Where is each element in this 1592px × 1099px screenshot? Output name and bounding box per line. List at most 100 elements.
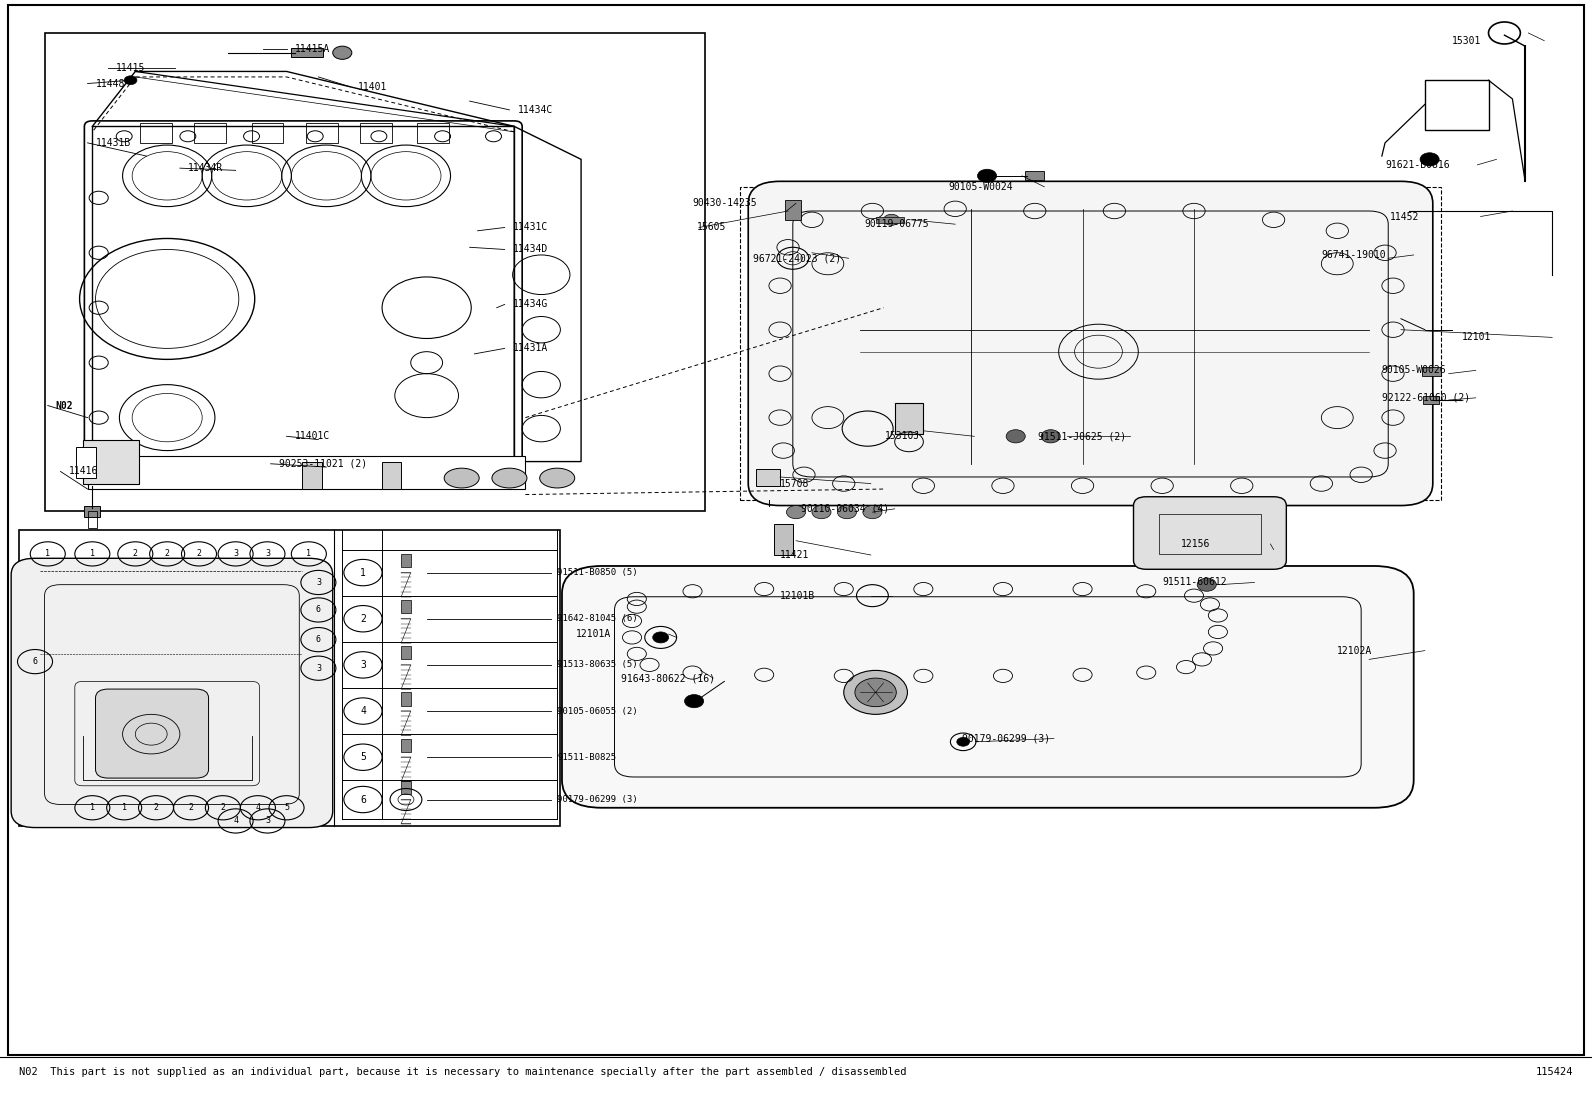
Circle shape <box>844 670 907 714</box>
Bar <box>1423 396 1439 404</box>
Text: 1: 1 <box>45 550 51 558</box>
Bar <box>401 692 411 706</box>
Ellipse shape <box>444 468 479 488</box>
Bar <box>876 217 904 223</box>
Text: 6: 6 <box>32 657 38 666</box>
Bar <box>895 403 923 434</box>
Text: 12101B: 12101B <box>780 590 815 601</box>
Bar <box>83 440 139 484</box>
Bar <box>252 123 283 143</box>
Text: 91511-J0625 (2): 91511-J0625 (2) <box>1038 431 1126 442</box>
Text: 2: 2 <box>196 550 202 558</box>
Bar <box>45 33 705 511</box>
Text: 91511-60612: 91511-60612 <box>1162 577 1227 588</box>
FancyBboxPatch shape <box>96 689 209 778</box>
Circle shape <box>124 76 137 85</box>
Text: 15310J: 15310J <box>885 431 920 442</box>
Bar <box>740 187 1441 500</box>
Bar <box>1425 80 1489 130</box>
Circle shape <box>786 506 806 519</box>
Circle shape <box>1041 430 1060 443</box>
Text: 90179-06299 (3): 90179-06299 (3) <box>557 795 638 804</box>
Text: 1: 1 <box>121 803 127 812</box>
Text: 12102A: 12102A <box>1337 645 1372 656</box>
Text: 11421: 11421 <box>780 550 809 560</box>
Bar <box>19 530 560 826</box>
Circle shape <box>653 632 669 643</box>
FancyBboxPatch shape <box>748 181 1433 506</box>
Text: 90119-06775: 90119-06775 <box>864 219 930 230</box>
Text: N02: N02 <box>56 400 73 411</box>
Bar <box>306 123 338 143</box>
Text: 3: 3 <box>315 664 322 673</box>
Text: 3: 3 <box>315 578 322 587</box>
Text: 96721-24023 (2): 96721-24023 (2) <box>753 253 841 264</box>
Bar <box>401 600 411 613</box>
Bar <box>401 554 411 567</box>
Text: 4: 4 <box>255 803 261 812</box>
Ellipse shape <box>540 468 575 488</box>
Text: 12101A: 12101A <box>576 629 611 640</box>
FancyBboxPatch shape <box>11 558 333 828</box>
Text: 1: 1 <box>306 550 312 558</box>
Bar <box>302 462 322 489</box>
Text: 90105-06055 (2): 90105-06055 (2) <box>557 707 638 715</box>
Circle shape <box>884 214 899 225</box>
Text: 12101: 12101 <box>1461 332 1490 343</box>
Bar <box>76 447 96 478</box>
Text: 12156: 12156 <box>1181 539 1210 550</box>
Text: 91513-80635 (5): 91513-80635 (5) <box>557 660 638 669</box>
Bar <box>1025 171 1044 180</box>
Circle shape <box>1420 153 1439 166</box>
Bar <box>785 200 801 220</box>
Text: 92122-61060 (2): 92122-61060 (2) <box>1382 392 1469 403</box>
Text: 2: 2 <box>132 550 139 558</box>
Bar <box>756 469 780 486</box>
Text: 2: 2 <box>220 803 226 812</box>
Text: 11434C: 11434C <box>517 104 552 115</box>
Bar <box>401 646 411 659</box>
Text: 11401: 11401 <box>358 81 387 92</box>
Circle shape <box>855 678 896 707</box>
Text: 2: 2 <box>360 613 366 624</box>
Text: 1: 1 <box>89 803 96 812</box>
Bar <box>140 123 172 143</box>
Bar <box>291 48 323 57</box>
Text: 11431A: 11431A <box>513 343 548 354</box>
Bar <box>401 780 411 793</box>
Text: 11431C: 11431C <box>513 222 548 233</box>
Text: 91621-B0816: 91621-B0816 <box>1385 159 1450 170</box>
Text: 2: 2 <box>164 550 170 558</box>
Text: 6: 6 <box>360 795 366 804</box>
Text: 91511-B0850 (5): 91511-B0850 (5) <box>557 568 638 577</box>
Bar <box>88 511 97 528</box>
Bar <box>360 123 392 143</box>
Text: 91511-B0825: 91511-B0825 <box>557 753 616 762</box>
Text: 6: 6 <box>315 606 322 614</box>
Bar <box>92 126 514 462</box>
FancyBboxPatch shape <box>1134 497 1286 569</box>
Text: 1: 1 <box>360 567 366 578</box>
Text: 11434G: 11434G <box>513 299 548 310</box>
Text: 96741-19010: 96741-19010 <box>1321 249 1387 260</box>
Circle shape <box>957 737 970 746</box>
Bar <box>194 123 226 143</box>
Text: N02  This part is not supplied as an individual part, because it is necessary to: N02 This part is not supplied as an indi… <box>19 1066 906 1077</box>
Text: 91643-80622 (16): 91643-80622 (16) <box>621 673 715 684</box>
Text: 15301: 15301 <box>1452 35 1481 46</box>
Text: 3: 3 <box>232 550 239 558</box>
Text: 90105-W0024: 90105-W0024 <box>949 181 1014 192</box>
Circle shape <box>837 506 856 519</box>
Text: 2: 2 <box>153 803 159 812</box>
FancyBboxPatch shape <box>562 566 1414 808</box>
Bar <box>1159 514 1261 554</box>
Text: 11415: 11415 <box>116 63 145 74</box>
Circle shape <box>812 506 831 519</box>
Circle shape <box>1197 578 1216 591</box>
Text: 11416: 11416 <box>68 466 97 477</box>
Text: 5: 5 <box>283 803 290 812</box>
Text: 4: 4 <box>232 817 239 825</box>
Text: 3: 3 <box>360 659 366 670</box>
Bar <box>84 506 100 517</box>
Text: 11448: 11448 <box>96 78 124 89</box>
